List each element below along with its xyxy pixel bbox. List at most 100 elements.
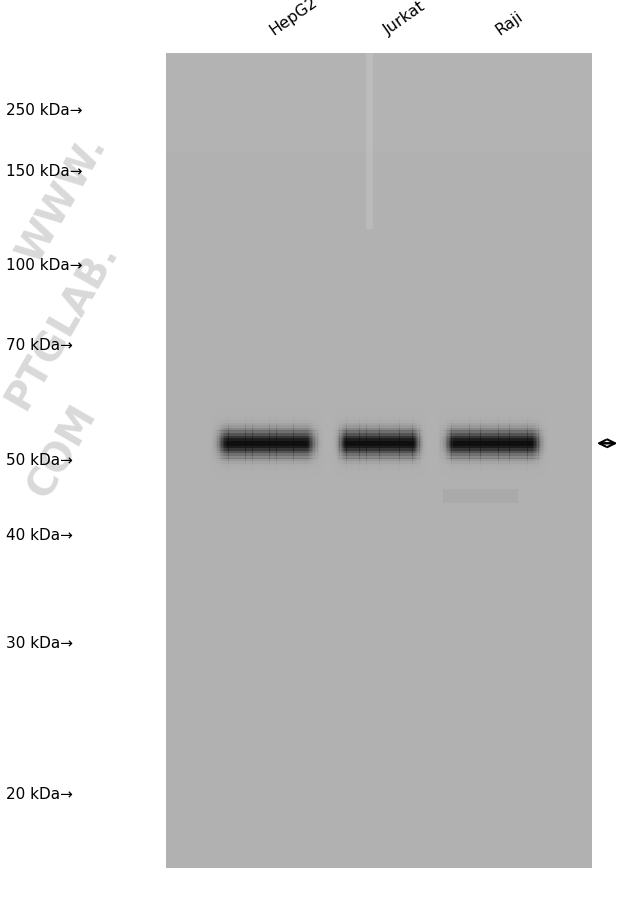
Bar [463,472,464,474]
Bar [489,416,490,419]
Bar [291,474,292,477]
Bar [530,472,532,474]
Bar [361,438,362,441]
Bar [308,459,309,462]
Bar [508,434,510,437]
Bar [513,434,515,437]
Bar [482,416,484,419]
Bar [537,421,539,423]
Bar [285,454,286,456]
Bar [422,451,423,454]
Bar [540,410,541,413]
Bar [539,413,540,416]
Bar [314,438,316,441]
Bar [513,449,515,451]
Bar [234,419,236,421]
Bar [408,410,409,413]
Bar [510,454,511,456]
Bar [411,426,412,428]
Bar [268,423,270,426]
Bar [308,436,309,438]
Bar [534,431,536,434]
Bar [251,426,252,428]
Bar [494,419,496,421]
Bar [283,428,285,431]
Bar [500,474,502,477]
Bar [337,454,339,456]
Bar [223,446,224,449]
Bar [285,441,286,444]
Bar [467,449,468,451]
Bar [487,449,489,451]
Bar [529,446,530,449]
Bar [544,444,546,446]
Bar [540,413,541,416]
Bar [402,423,403,426]
Bar [391,462,392,465]
Bar [262,462,264,465]
Bar [255,451,257,454]
Bar [534,423,536,426]
Bar [537,419,539,421]
Bar [296,416,298,419]
Bar [497,438,498,441]
Bar [365,474,366,477]
Bar [391,477,392,479]
Bar [474,444,475,446]
Bar [366,419,368,421]
Bar [449,413,450,416]
Bar [525,472,526,474]
Bar [227,408,229,410]
Bar [360,462,361,465]
Bar [412,408,414,410]
Bar [531,416,533,419]
Bar [248,477,250,479]
Bar [503,408,504,410]
Bar [515,464,516,466]
Bar [423,428,424,431]
Bar [396,436,397,438]
Bar [525,423,526,426]
Bar [299,454,301,456]
Bar [311,469,312,472]
Bar [507,451,508,454]
Bar [337,451,339,454]
Bar [544,469,546,472]
Bar [220,428,221,431]
Bar [340,459,342,462]
Bar [317,444,319,446]
Bar [216,428,217,431]
Bar [510,464,511,466]
Bar [281,449,282,451]
Bar [537,431,539,434]
Bar [392,410,394,413]
Bar [221,413,223,416]
Bar [383,477,384,479]
Bar [224,464,226,466]
Bar [487,410,489,413]
Bar [262,431,264,434]
Bar [283,477,285,479]
Bar [385,413,387,416]
Bar [422,469,423,472]
Bar [403,462,404,465]
Bar [262,441,264,444]
Bar [213,462,215,465]
Bar [285,466,286,469]
Bar [492,464,493,466]
Bar [316,469,317,472]
Bar [465,408,467,410]
Bar [469,436,471,438]
Bar [522,413,523,416]
Bar [286,413,288,416]
Bar [271,462,272,465]
Bar [513,410,515,413]
Bar [358,431,360,434]
Bar [301,426,302,428]
Bar [293,462,295,465]
Bar [361,434,362,437]
Bar [260,469,261,472]
Bar [308,456,309,459]
Bar [396,431,397,434]
Bar [402,462,403,465]
